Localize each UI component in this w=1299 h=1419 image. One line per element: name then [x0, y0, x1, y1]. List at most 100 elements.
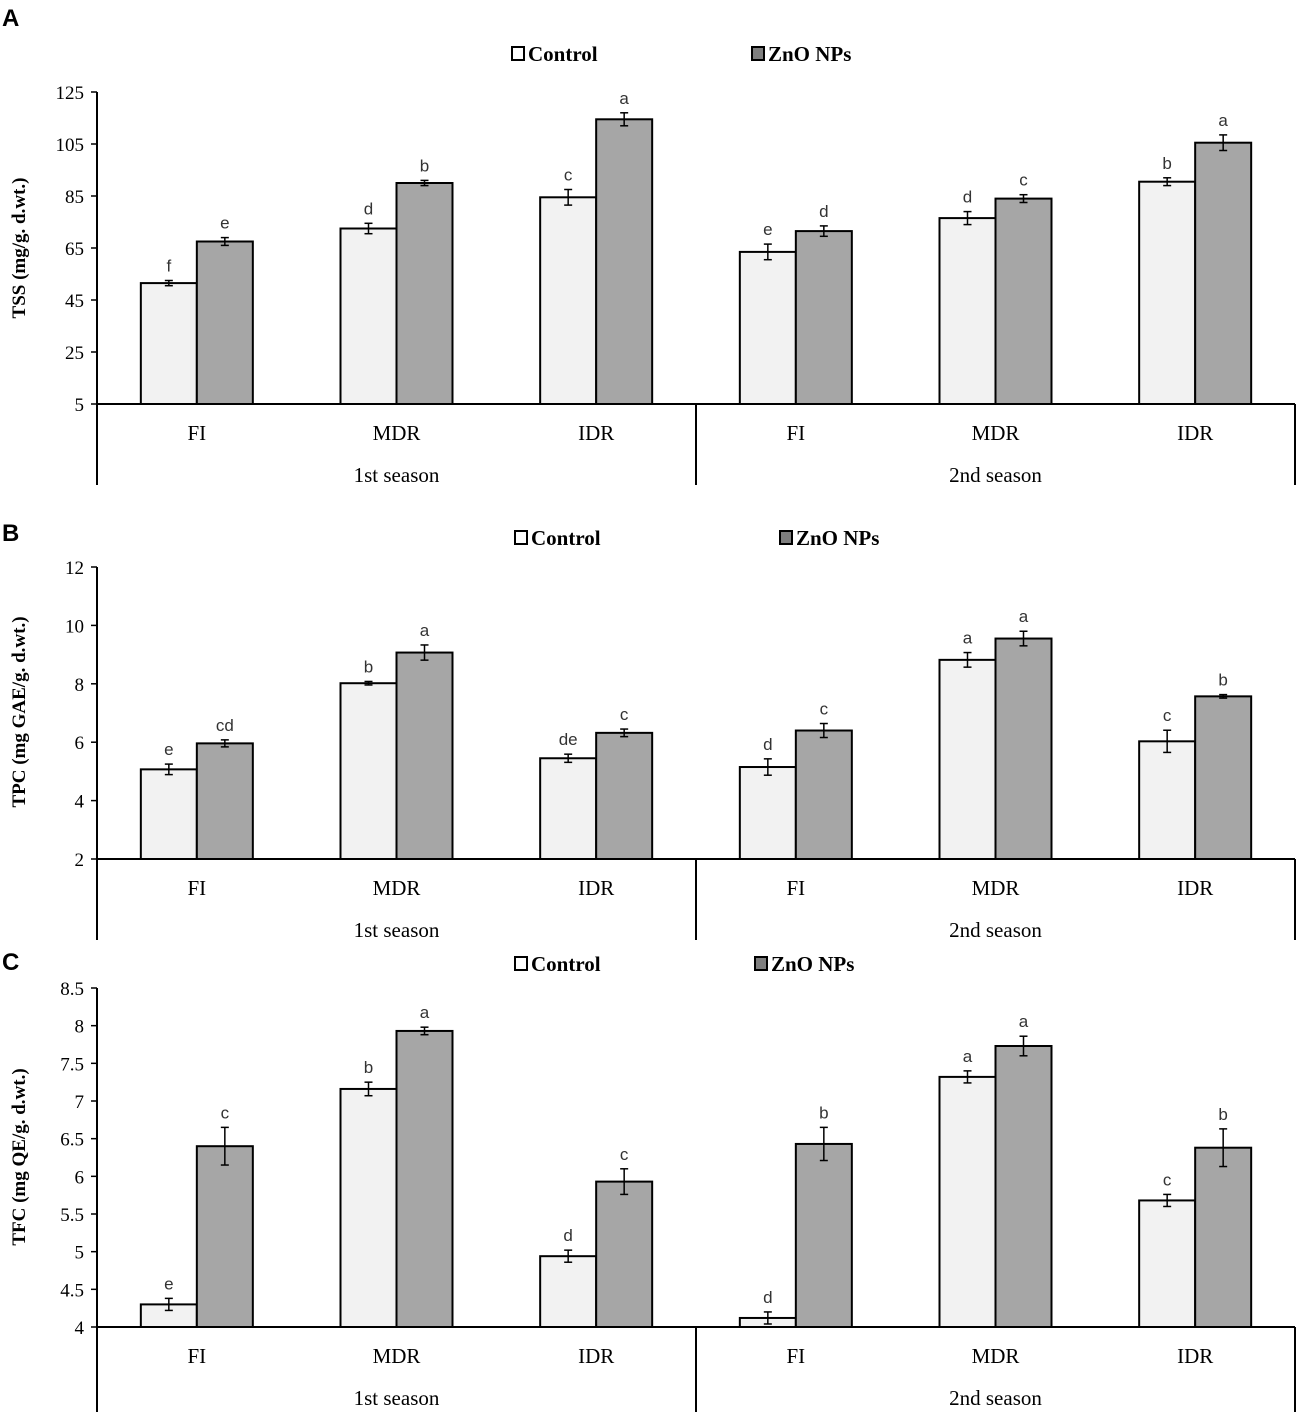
y-tick-label: 125	[56, 83, 85, 104]
bar-control	[938, 1075, 997, 1328]
y-tick-label: 8	[75, 675, 85, 696]
significance-label-control: c	[1163, 1170, 1172, 1189]
x-category-label: IDR	[578, 1344, 614, 1368]
bar-zno	[994, 1045, 1053, 1329]
x-category-label: FI	[786, 421, 805, 445]
y-axis-ticks: 2 4 6 8 10 12	[65, 558, 85, 871]
significance-label-zno: b	[1218, 671, 1227, 690]
x-axis-groups: 1st season 2nd season	[354, 463, 1043, 487]
legend-swatch-control	[514, 956, 528, 971]
legend-label-zno: ZnO NPs	[768, 42, 851, 66]
legend-label-zno: ZnO NPs	[796, 526, 879, 550]
significance-label-zno: c	[1019, 171, 1028, 190]
significance-label-control: a	[963, 1047, 973, 1066]
significance-label-zno: a	[420, 1003, 430, 1022]
bar-zno	[794, 729, 853, 861]
legend: Control ZnO NPs	[511, 42, 851, 66]
panel-letter: A	[2, 5, 19, 32]
season-label: 1st season	[354, 918, 440, 942]
x-category-label: FI	[786, 876, 805, 900]
bar-control	[339, 682, 398, 860]
significance-label-zno: c	[620, 1145, 629, 1164]
x-axis-groups: 1st season 2nd season	[354, 918, 1043, 942]
bar-control	[938, 658, 997, 861]
y-tick-label: 8.5	[60, 979, 84, 1000]
bar-zno	[595, 1180, 654, 1329]
y-tick-label: 12	[65, 558, 84, 579]
legend-swatch-control	[511, 46, 525, 61]
panel-b: B Control ZnO NPs TPC (mg GAE/g. d.wt.) …	[2, 520, 1296, 942]
bar-zno	[1194, 695, 1253, 861]
panel-c: C Control ZnO NPs TFC (mg QE/g. d.wt.) 4…	[2, 949, 1296, 1412]
x-category-label: MDR	[972, 876, 1020, 900]
significance-label-zno: a	[420, 621, 430, 640]
bar-control	[1138, 1199, 1197, 1328]
bar-zno	[994, 197, 1053, 405]
y-tick-label: 25	[65, 343, 84, 364]
bar-control	[1138, 180, 1197, 405]
season-label: 2nd season	[949, 918, 1042, 942]
x-category-label: MDR	[972, 1344, 1020, 1368]
significance-label-zno: b	[420, 156, 429, 175]
y-tick-label: 4	[75, 1318, 85, 1339]
significance-label-control: de	[559, 730, 578, 749]
panel-letter: C	[2, 949, 19, 976]
plot-area: f d c e d b e b a d c a	[91, 89, 1296, 485]
y-tick-label: 5	[75, 395, 85, 416]
y-tick-label: 4.5	[60, 1280, 84, 1301]
y-tick-label: 10	[65, 616, 84, 637]
legend: Control ZnO NPs	[514, 526, 879, 550]
y-axis-ticks: 5 25 45 65 85 105 125	[56, 83, 85, 416]
panel-letter: B	[2, 520, 19, 547]
bar-control	[339, 1087, 398, 1328]
bar-control	[139, 282, 198, 406]
y-tick-label: 2	[75, 850, 85, 871]
y-tick-label: 4	[75, 792, 85, 813]
y-axis-title: TFC (mg QE/g. d.wt.)	[9, 1068, 30, 1245]
significance-label-control: c	[564, 166, 573, 185]
x-category-label: FI	[187, 421, 206, 445]
significance-label-zno: a	[1019, 1012, 1029, 1031]
significance-label-control: d	[763, 735, 772, 754]
bar-control	[539, 196, 598, 405]
bar-zno	[794, 230, 853, 405]
x-category-label: FI	[187, 876, 206, 900]
y-tick-label: 105	[56, 135, 85, 156]
y-tick-label: 5	[75, 1243, 85, 1264]
bar-control	[1138, 740, 1197, 860]
bar-zno	[1194, 1146, 1253, 1328]
bar-control	[738, 766, 797, 861]
legend-swatch-zno	[779, 530, 793, 545]
y-tick-label: 6	[75, 733, 85, 754]
season-label: 2nd season	[949, 463, 1042, 487]
bar-control	[539, 1255, 598, 1328]
bar-zno	[395, 1029, 454, 1328]
significance-label-control: c	[1163, 706, 1172, 725]
bar-control	[339, 227, 398, 405]
y-tick-label: 5.5	[60, 1205, 84, 1226]
y-tick-label: 85	[65, 187, 84, 208]
significance-label-control: e	[763, 220, 772, 239]
significance-label-zno: e	[220, 214, 229, 233]
significance-label-zno: a	[619, 89, 629, 108]
significance-label-control: a	[963, 629, 973, 648]
significance-label-control: e	[164, 1274, 173, 1293]
season-label: 2nd season	[949, 1386, 1042, 1410]
bar-zno	[595, 118, 654, 406]
x-axis-categories: FI MDR IDR FI MDR IDR	[187, 876, 1213, 900]
y-tick-label: 6	[75, 1167, 85, 1188]
bar-control	[139, 768, 198, 861]
significance-label-control: b	[364, 657, 373, 676]
bar-zno	[195, 1145, 254, 1328]
significance-label-control: b	[1162, 154, 1171, 173]
bar-control	[738, 250, 797, 405]
x-category-label: MDR	[373, 876, 421, 900]
legend-swatch-zno	[754, 956, 768, 971]
legend-swatch-zno	[751, 46, 765, 61]
season-label: 1st season	[354, 463, 440, 487]
y-tick-label: 45	[65, 291, 84, 312]
plot-area: e b de d a c cd a c c a b	[91, 566, 1296, 940]
y-axis-title: TPC (mg GAE/g. d.wt.)	[9, 616, 30, 807]
significance-label-control: d	[763, 1288, 772, 1307]
